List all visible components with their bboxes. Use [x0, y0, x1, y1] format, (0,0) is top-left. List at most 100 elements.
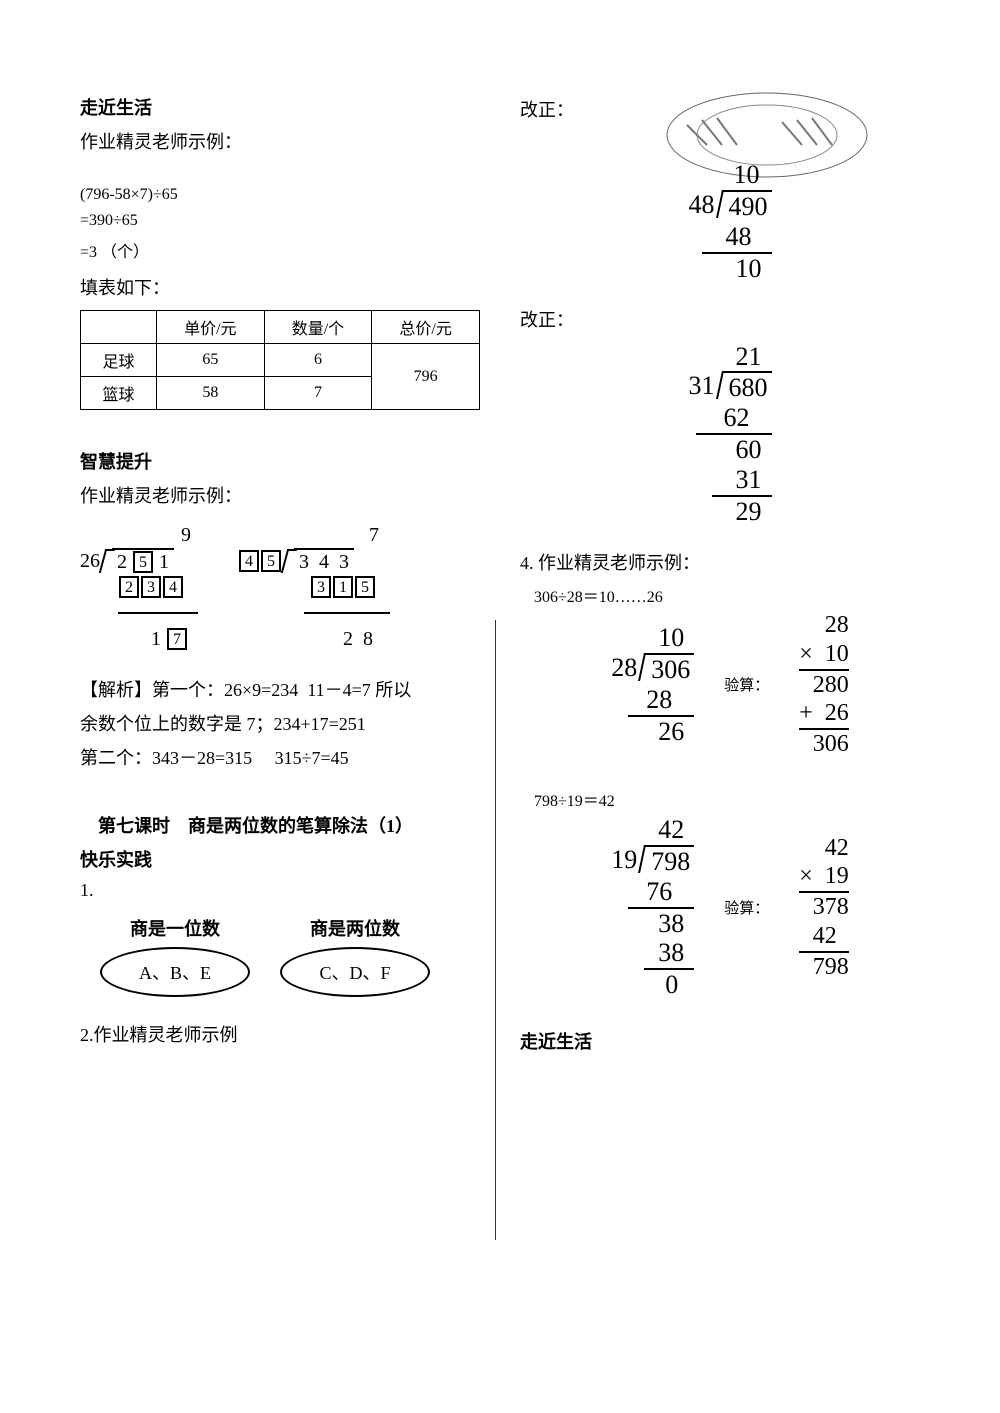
verify-add: 26 [825, 700, 849, 726]
divisor: 28 [611, 653, 641, 683]
divisor: 19 [611, 845, 641, 875]
table-cell: 58 [156, 377, 264, 410]
verify-3: 28 × 10 280 + 26 306 [799, 611, 849, 759]
dividend-digit: 1 [154, 551, 174, 574]
table-header-cell: 总价/元 [372, 311, 480, 344]
table-cell: 65 [156, 344, 264, 377]
verify-a: 28 [799, 611, 849, 640]
sub-value: 62 [724, 403, 750, 432]
analysis-line: 【解析】第一个：26×9=234 11－4=7 所以 [80, 676, 480, 702]
sub-value: 76 [646, 877, 672, 906]
division-1: 10 48 490 48 10 [520, 160, 940, 284]
equation: 306÷28＝10……26 [534, 583, 940, 607]
analysis-text: 第二个：343－28=315 [80, 748, 252, 768]
puzzle-1: 9 26 2 5 1 2 3 4 1 [80, 522, 198, 652]
dividend-digit: 3 [294, 551, 314, 574]
verify-p2: 42 [799, 922, 849, 951]
sub-value: 48 [726, 222, 752, 251]
oval-label: 商是一位数 [130, 915, 220, 941]
table-header-cell: 数量/个 [264, 311, 372, 344]
left-column: 走近生活 作业精灵老师示例： (796-58×7)÷65 =390÷65 =3 … [80, 90, 480, 1058]
section-title: 快乐实践 [80, 846, 480, 872]
table-header-cell [81, 311, 157, 344]
sub-value: 28 [646, 685, 672, 714]
equation: =3 （个） [80, 238, 480, 262]
divisor: 26 [80, 550, 100, 573]
analysis-label: 【解析】 [80, 680, 152, 700]
quotient: 10 [734, 160, 760, 189]
analysis-text: 第一个：26×9=234 [152, 680, 298, 700]
example-label: 作业精灵老师示例： [80, 482, 480, 508]
oval-group-left: 商是一位数 A、B、E [100, 915, 250, 997]
oval-answers: 商是一位数 A、B、E 商是两位数 C、D、F [100, 915, 480, 997]
division-4-wrap: 42 19 798 76 38 38 0 验算： 42 × 19 378 42 [520, 815, 940, 1000]
price-table: 单价/元 数量/个 总价/元 足球 65 6 796 篮球 58 7 [80, 310, 480, 410]
dividend: 306 [647, 653, 694, 685]
table-label: 填表如下： [80, 274, 480, 300]
divisor: 48 [689, 190, 719, 220]
lesson-title: 第七课时 商是两位数的笔算除法（1） [80, 812, 480, 838]
sub-box: 5 [355, 576, 375, 598]
divisor-box: 5 [261, 550, 281, 572]
table-cell-total: 796 [372, 344, 480, 410]
correction-label: 改正： [520, 306, 940, 332]
dividend: 490 [725, 190, 772, 222]
oval-group-right: 商是两位数 C、D、F [280, 915, 430, 997]
sub-box: 2 [119, 576, 139, 598]
quotient: 42 [658, 815, 684, 844]
verify-p1: 378 [799, 893, 849, 922]
divisor-box: 4 [239, 550, 259, 572]
equation: =390÷65 [80, 212, 480, 230]
dividend: 680 [725, 371, 772, 403]
dividend-digit: 3 [334, 551, 354, 574]
remainder-digit: 8 [358, 628, 378, 651]
analysis-text: 11－4=7 所以 [307, 680, 411, 700]
table-header-cell: 单价/元 [156, 311, 264, 344]
dividend-digit: 4 [314, 551, 334, 574]
remainder-digit: 1 [146, 628, 166, 651]
remainder-digit: 2 [338, 628, 358, 651]
question-4: 4. 作业精灵老师示例： [520, 549, 940, 575]
verify-label: 验算： [724, 674, 769, 695]
sub-box: 1 [333, 576, 353, 598]
verify-sum: 306 [799, 730, 849, 759]
division-4: 42 19 798 76 38 38 0 [611, 815, 694, 1000]
table-row: 足球 65 6 796 [81, 344, 480, 377]
remainder: 10 [736, 254, 762, 283]
right-column: 改正： 10 48 490 48 10 改正： [520, 90, 940, 1058]
table-cell: 足球 [81, 344, 157, 377]
equation: 798÷19＝42 [534, 787, 940, 811]
verify-a: 42 [799, 834, 849, 863]
correction-label: 改正： [520, 96, 574, 122]
column-divider [495, 620, 496, 1240]
table-cell: 6 [264, 344, 372, 377]
mid-value: 38 [658, 909, 684, 938]
analysis-line: 第二个：343－28=315 315÷7=45 [80, 744, 480, 770]
sub-box: 3 [311, 576, 331, 598]
verify-product: 280 [799, 671, 849, 700]
quotient: 21 [736, 342, 762, 371]
section-title: 走近生活 [80, 94, 480, 120]
sub-value: 31 [736, 465, 762, 494]
division-3: 10 28 306 28 26 [611, 623, 694, 747]
analysis-text: 315÷7=45 [275, 748, 349, 768]
verify-sum: 798 [799, 953, 849, 982]
quotient-digit: 7 [364, 524, 384, 547]
verify-b: 19 [825, 863, 849, 889]
division-3-wrap: 10 28 306 28 26 验算： 28 × 10 280 + 26 306 [520, 611, 940, 759]
section-title: 走近生活 [520, 1028, 940, 1054]
equation: (796-58×7)÷65 [80, 186, 480, 204]
division-2: 21 31 680 62 60 31 29 [520, 342, 940, 527]
oval-label: 商是两位数 [310, 915, 400, 941]
dividend-digit: 2 [112, 551, 132, 574]
verify-label: 验算： [724, 897, 769, 918]
question-number: 1. [80, 880, 480, 901]
verify-4: 42 × 19 378 42 798 [799, 834, 849, 982]
remainder: 29 [736, 497, 762, 526]
section-title: 智慧提升 [80, 448, 480, 474]
dividend-box: 5 [133, 551, 153, 573]
puzzle-2: 7 4 5 3 4 3 3 1 5 [238, 522, 390, 652]
table-cell: 篮球 [81, 377, 157, 410]
divisor: 31 [689, 371, 719, 401]
sub-box: 3 [141, 576, 161, 598]
